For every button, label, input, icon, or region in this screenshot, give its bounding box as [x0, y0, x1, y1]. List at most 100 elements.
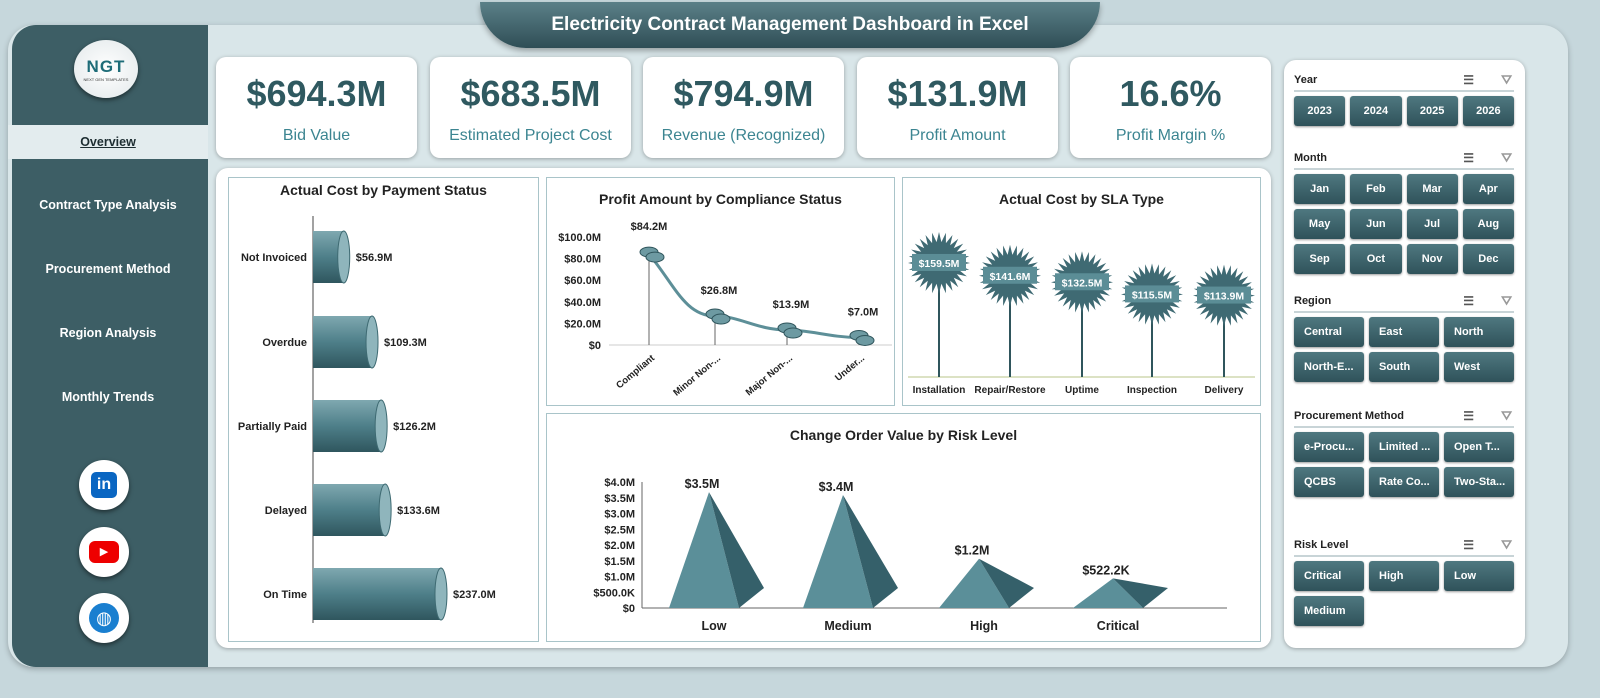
pyramid-side — [979, 558, 1034, 608]
slicer-item[interactable]: Central — [1294, 317, 1364, 347]
slicer-item[interactable]: 2025 — [1406, 96, 1458, 126]
linkedin-button[interactable]: in — [79, 460, 129, 510]
youtube-icon: ▶ — [89, 541, 119, 563]
data-label: $13.9M — [773, 299, 810, 311]
multi-select-icon[interactable]: ☰ — [1463, 409, 1474, 423]
slicer-item[interactable]: Aug — [1462, 209, 1514, 239]
pyramid-side — [709, 492, 764, 608]
linkedin-icon: in — [91, 472, 117, 498]
category-label: Critical — [1097, 619, 1139, 633]
slicer-item[interactable]: Two-Sta... — [1444, 467, 1514, 497]
chart-compliance-status: Profit Amount by Compliance Status $0 $20… — [546, 177, 895, 406]
slicer-item[interactable]: Critical — [1294, 561, 1364, 591]
multi-select-icon[interactable]: ☰ — [1463, 294, 1474, 308]
bar-cap — [337, 230, 351, 284]
data-label: $3.5M — [685, 477, 720, 491]
label-box — [983, 266, 1037, 284]
clear-filter-icon[interactable]: ⛛ — [1501, 150, 1512, 165]
slicer-item[interactable]: Rate Co... — [1369, 467, 1439, 497]
data-label: $56.9M — [356, 252, 393, 264]
slicer-item[interactable]: May — [1294, 209, 1346, 239]
kpi-value: $694.3M — [246, 73, 387, 114]
slicer-item[interactable]: Nov — [1406, 244, 1458, 274]
slicer-item[interactable]: East — [1369, 317, 1439, 347]
logo-text: NGT — [86, 56, 126, 76]
chart-title: Profit Amount by Compliance Status — [599, 191, 842, 207]
category-label: Installation — [913, 385, 966, 396]
kpi-label: Profit Amount — [909, 127, 1006, 144]
kpi-label: Profit Margin % — [1115, 127, 1226, 144]
slicer-item[interactable]: Low — [1444, 561, 1514, 591]
chart-risk-level: Change Order Value by Risk Level $0 $500.… — [546, 413, 1261, 642]
slicer-item[interactable]: Open T... — [1444, 432, 1514, 462]
y-tick: $4.0M — [604, 477, 635, 489]
chart-title: Actual Cost by SLA Type — [999, 191, 1164, 207]
slicer-item[interactable]: Dec — [1462, 244, 1514, 274]
data-label: $3.4M — [819, 480, 854, 494]
data-label: $1.2M — [955, 544, 990, 558]
slicer-procurement-method: Procurement Method ☰ ⛛ e-Procu... Limited ..… — [1294, 406, 1514, 497]
kpi-card: $794.9M Revenue (Recognized) — [643, 57, 844, 158]
slicer-item[interactable]: 2026 — [1462, 96, 1514, 126]
nav-overview[interactable]: Overview — [8, 125, 208, 159]
kpi-label: Estimated Project Cost — [449, 127, 612, 144]
slicer-item[interactable]: Sep — [1294, 244, 1346, 274]
category-label: Uptime — [1065, 385, 1099, 396]
slicer-item[interactable]: QCBS — [1294, 467, 1364, 497]
slicer-item[interactable]: 2024 — [1350, 96, 1402, 126]
chart-payment-status: Actual Cost by Payment Status Not Invoic… — [228, 177, 539, 642]
bar — [313, 568, 441, 620]
nav-contract-type-analysis[interactable]: Contract Type Analysis — [39, 198, 177, 212]
slicer-item[interactable]: South — [1369, 352, 1439, 382]
youtube-button[interactable]: ▶ — [79, 527, 129, 577]
data-label: $126.2M — [393, 421, 436, 433]
clear-filter-icon[interactable]: ⛛ — [1501, 72, 1512, 87]
category-label: Major Non-... — [744, 353, 795, 398]
category-label: Compliant — [614, 352, 657, 391]
label-box — [912, 253, 966, 271]
slicer-item[interactable]: Jan — [1294, 174, 1346, 204]
slicer-item[interactable]: Jul — [1406, 209, 1458, 239]
slicer-item[interactable]: Oct — [1350, 244, 1402, 274]
data-label: $109.3M — [384, 337, 427, 349]
slicer-month: Month ☰ ⛛ Jan Feb Mar Apr May Jun Jul Aug Sep Oct Nov… — [1294, 148, 1514, 274]
label-box — [1197, 286, 1251, 304]
nav-region-analysis[interactable]: Region Analysis — [59, 326, 157, 340]
slicer-item[interactable]: Limited ... — [1369, 432, 1439, 462]
kpi-value: $131.9M — [887, 73, 1028, 114]
kpi-card: $683.5M Estimated Project Cost — [430, 57, 631, 158]
globe-icon: ◍ — [89, 603, 119, 633]
slicer-item[interactable]: Jun — [1350, 209, 1402, 239]
multi-select-icon[interactable]: ☰ — [1463, 73, 1474, 87]
data-label: $159.5M — [919, 258, 960, 270]
slicer-item[interactable]: West — [1444, 352, 1514, 382]
label-box — [1125, 285, 1179, 303]
nav-monthly-trends[interactable]: Monthly Trends — [61, 390, 155, 404]
website-button[interactable]: ◍ — [79, 593, 129, 643]
clear-filter-icon[interactable]: ⛛ — [1501, 408, 1512, 423]
slicer-item[interactable]: e-Procu... — [1294, 432, 1364, 462]
slicer-item[interactable]: High — [1369, 561, 1439, 591]
slicer-item[interactable]: Mar — [1406, 174, 1458, 204]
slicer-item[interactable]: Medium — [1294, 596, 1364, 626]
pyramid-front — [939, 558, 1009, 608]
bar-cap — [378, 483, 392, 537]
slicer-item[interactable]: North — [1444, 317, 1514, 347]
kpi-card: 16.6% Profit Margin % — [1070, 57, 1271, 158]
y-tick: $0 — [589, 340, 601, 352]
slicer-item[interactable]: North-E... — [1294, 352, 1364, 382]
dashboard-title: Electricity Contract Management Dashboar… — [480, 2, 1100, 48]
clear-filter-icon[interactable]: ⛛ — [1501, 537, 1512, 552]
slicer-item[interactable]: Apr — [1462, 174, 1514, 204]
pyramid-side — [1113, 578, 1168, 608]
multi-select-icon[interactable]: ☰ — [1463, 538, 1474, 552]
nav-procurement-method[interactable]: Procurement Method — [45, 262, 171, 276]
coin-marker — [783, 327, 803, 339]
slicer-item[interactable]: 2023 — [1294, 96, 1346, 126]
data-label: $133.6M — [397, 505, 440, 517]
bar — [313, 400, 382, 452]
slicer-item[interactable]: Feb — [1350, 174, 1402, 204]
multi-select-icon[interactable]: ☰ — [1463, 151, 1474, 165]
data-label: $115.5M — [1132, 289, 1173, 301]
clear-filter-icon[interactable]: ⛛ — [1501, 293, 1512, 308]
